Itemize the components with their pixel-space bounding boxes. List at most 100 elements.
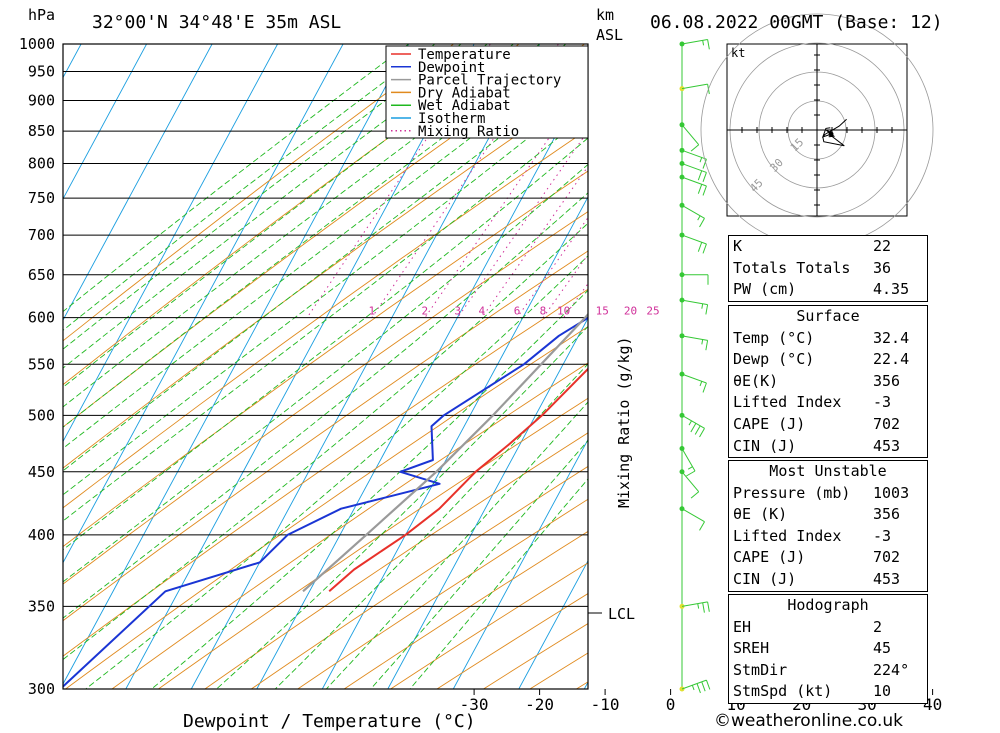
pressure-tick-label: 900 — [28, 91, 55, 109]
mu-row: CAPE (J) 702 — [733, 548, 901, 567]
legend-label: Temperature — [418, 47, 511, 63]
pressure-tick-label: 600 — [28, 309, 55, 327]
wet-adiabat-line — [63, 44, 567, 428]
wind-barb-flag — [702, 602, 705, 613]
hodo-row: StmSpd (kt) 10 — [733, 682, 892, 701]
wind-barb-flag — [690, 144, 700, 152]
dry-adiabat-line — [158, 397, 588, 689]
wind-barb-staff — [681, 299, 708, 306]
surface-box: Surface Temp (°C) 32.4 Dewp (°C) 22.4 θE(K… — [728, 305, 928, 459]
mixing-ratio-label: 15 — [596, 305, 609, 318]
wind-barb-flag — [705, 679, 711, 690]
plot-frame — [62, 43, 589, 690]
pressure-tick-label: 650 — [28, 266, 55, 284]
wind-barb — [679, 506, 705, 531]
surface-row: CIN (J) 453 — [733, 436, 901, 455]
parcel-trajectory-line — [302, 312, 588, 593]
footer-credit[interactable]: ©weatheronline.co.uk — [714, 711, 904, 731]
isotherm-line — [125, 44, 475, 689]
surface-row: θE(K) 356 — [733, 371, 901, 390]
mu-row: CIN (J) 453 — [733, 569, 901, 588]
wind-barb-half — [697, 603, 700, 609]
x-axis-title: Dewpoint / Temperature (°C) — [183, 711, 476, 732]
wind-barb — [679, 161, 707, 183]
wind-barb-half — [699, 381, 703, 387]
pressure-tick-label: 700 — [28, 226, 55, 244]
wind-barb-flag — [707, 601, 710, 612]
wet-adiabat-line — [151, 289, 588, 689]
wind-barb-flag — [702, 159, 707, 169]
wind-barb-flag — [699, 521, 705, 531]
wind-barb-staff — [681, 508, 705, 523]
mixing-ratio-axis-title: Mixing Ratio (g/kg) — [615, 336, 633, 508]
wind-barb-flag — [699, 218, 705, 228]
wind-barb-flag — [697, 184, 703, 194]
wet-adiabat-line — [63, 44, 540, 408]
dry-adiabat-line — [63, 211, 588, 585]
dry-adiabat-line — [297, 498, 588, 689]
legend-label: Wet Adiabat — [418, 98, 511, 114]
wind-barb — [679, 38, 710, 50]
hodograph-stats-box: Hodograph EH 2 SREH 45 StmDir 224° StmSpd (… — [728, 594, 928, 704]
wind-barb — [679, 122, 700, 152]
wind-barb-flag — [702, 382, 707, 393]
mixing-ratio-label: 4 — [478, 305, 485, 318]
mixing-ratio-label: 25 — [646, 305, 659, 318]
wind-barb-half — [701, 339, 704, 345]
temperature-line — [328, 367, 588, 593]
x-tick-label: -30 — [460, 695, 489, 714]
wind-barb — [679, 445, 696, 477]
hodograph-stats-title: Hodograph — [787, 596, 869, 614]
isotherm-line — [190, 44, 540, 689]
storm-motion-marker — [828, 131, 834, 137]
wind-barb — [679, 469, 700, 499]
dry-adiabat-line — [111, 362, 588, 689]
isotherm-line — [63, 44, 213, 322]
wind-barb-staff — [681, 163, 707, 173]
wind-barb-half — [697, 215, 701, 221]
x-tick-label: -10 — [591, 695, 620, 714]
mixing-ratio-line — [424, 81, 588, 318]
hodo-row: StmDir 224° — [733, 660, 910, 679]
wind-barb-staff — [681, 373, 707, 384]
isotherm-line — [63, 44, 278, 443]
dry-adiabat-line — [65, 326, 588, 689]
hodograph-trace — [821, 118, 847, 147]
lcl-label: LCL — [608, 605, 635, 623]
wind-barb-flag — [701, 681, 706, 692]
most-unstable-box: Most Unstable Pressure (mb) 1003 θE (K) 35… — [728, 460, 928, 592]
pressure-tick-label: 1000 — [19, 35, 55, 53]
pressure-tick-label: 950 — [28, 62, 55, 80]
isotherm-line — [63, 44, 147, 200]
wind-barb-flag — [697, 170, 703, 181]
hodo-row: SREH 45 — [733, 639, 892, 658]
wind-barb-staff — [681, 679, 707, 690]
most-unstable-title: Most Unstable — [769, 462, 887, 480]
wind-barb-staff — [681, 149, 707, 160]
dry-adiabat-line — [63, 128, 588, 509]
dry-adiabat-line — [63, 288, 588, 657]
dry-adiabat-line — [63, 44, 520, 386]
wet-adiabat-line — [63, 112, 588, 522]
wind-barb-flag — [694, 425, 701, 435]
pressure-tick-label: 300 — [28, 680, 55, 698]
mixing-ratio-label: 6 — [514, 305, 521, 318]
mu-row: θE (K) 356 — [733, 505, 901, 524]
mixing-ratio-label: 2 — [422, 305, 429, 318]
isotherm-line — [387, 317, 588, 689]
legend-box — [385, 45, 589, 139]
wind-barb-staff — [681, 448, 696, 472]
legend-label: Isotherm — [418, 111, 485, 127]
pressure-tick-label: 750 — [28, 189, 55, 207]
wind-barb-half — [691, 685, 695, 691]
wind-barbs — [679, 38, 711, 694]
wind-barb-flag — [705, 340, 709, 351]
wet-adiabat-line — [63, 222, 588, 661]
isotherm-line — [256, 74, 588, 689]
km-label: km — [596, 6, 614, 24]
wind-barb-flag — [690, 423, 697, 433]
wet-adiabat-line — [216, 325, 588, 689]
wind-barb-staff — [681, 234, 707, 245]
